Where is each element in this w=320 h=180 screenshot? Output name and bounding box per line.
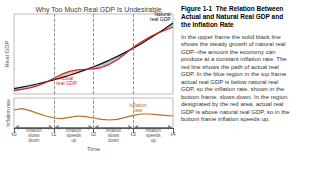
svg-text:Inflation rate: Inflation rate [5,99,11,127]
svg-text:Actual and Natural Real GDP an: Actual and Natural Real GDP and [181,13,283,20]
svg-text:rate: rate [134,107,143,113]
svg-text:bottom frame, slows down. In t: bottom frame, slows down. In the region [181,94,287,100]
svg-text:real GDP: real GDP [56,80,77,86]
svg-text:Natural: Natural [154,10,171,17]
svg-text:Inflation: Inflation [26,128,42,134]
svg-text:Inflation: Inflation [129,101,147,108]
svg-text:t4: t4 [170,131,176,137]
svg-text:t0: t0 [11,131,17,137]
svg-text:Inflation: Inflation [105,128,122,134]
svg-text:t1: t1 [51,131,57,137]
svg-text:produce at a constant inflatio: produce at a constant inflation rate. Th… [181,56,287,62]
svg-text:speeds: speeds [66,133,81,139]
svg-text:t2: t2 [91,131,97,137]
svg-text:up: up [71,138,77,143]
svg-text:red line shows the path of act: red line shows the path of actual real [181,64,279,70]
svg-text:the Inflation Rate: the Inflation Rate [181,21,234,28]
svg-text:Real GDP: Real GDP [4,40,10,67]
svg-text:down: down [28,138,39,143]
svg-text:GDP, so the inflation rate, sh: GDP, so the inflation rate, shown in the [181,86,285,92]
svg-text:Inflation: Inflation [145,128,161,134]
svg-text:GDP. In the blue region in the: GDP. In the blue region in the top frame [181,71,287,77]
svg-text:real GDP: real GDP [150,16,171,22]
svg-text:shows the steady growth of nat: shows the steady growth of natural real [181,41,285,47]
svg-text:bottom frame inflation speeds: bottom frame inflation speeds up. [181,116,270,122]
svg-text:actual real GDP is below natur: actual real GDP is below natural real [181,79,278,85]
svg-text:In the upper frame the solid b: In the upper frame the solid black line [181,34,281,40]
svg-text:Why Too Much Real GDP Is Undes: Why Too Much Real GDP Is Undesirable [35,6,161,14]
svg-text:down: down [108,138,119,143]
svg-text:designated by the red area, ac: designated by the red area, actual real [181,101,283,107]
svg-text:GDP--the amount the economy ca: GDP--the amount the economy can [181,49,275,55]
svg-text:Time: Time [87,146,101,152]
svg-text:Inflation: Inflation [65,128,82,134]
svg-text:GDP is above natural real GDP,: GDP is above natural real GDP, so in the [181,109,290,115]
svg-text:slows: slows [107,133,119,139]
svg-text:slows: slows [28,133,40,139]
svg-text:Actual: Actual [59,74,74,81]
svg-text:speeds: speeds [145,133,161,139]
svg-text:t3: t3 [131,131,137,137]
svg-text:Figure 1-1 The Relation Betwe: Figure 1-1 The Relation Between [181,5,283,13]
svg-text:up: up [151,138,157,143]
